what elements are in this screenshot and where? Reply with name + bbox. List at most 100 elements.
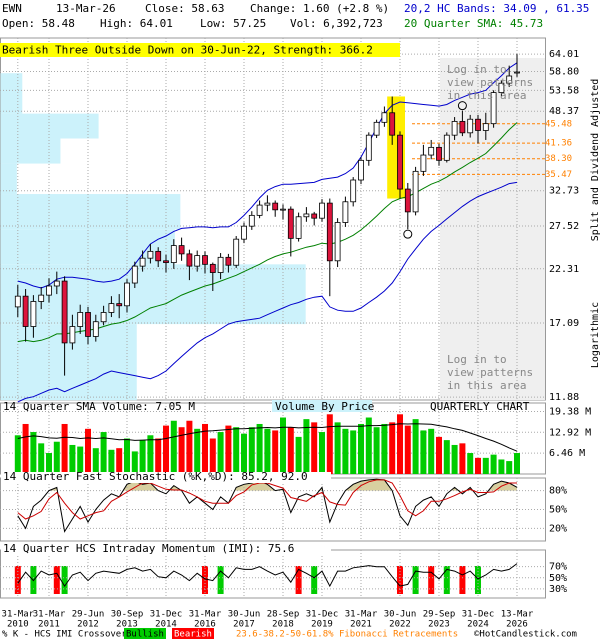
volume-bar	[170, 420, 177, 474]
candle-body	[389, 112, 396, 136]
candle-body	[38, 294, 45, 302]
candle-body	[412, 170, 419, 213]
volume-bar	[30, 432, 37, 474]
x-tick-label: 31-Mar	[189, 610, 222, 620]
candle-body	[124, 282, 130, 307]
volume-bar	[389, 422, 396, 474]
volume-bar	[381, 423, 388, 474]
x-tick-label: 2018	[272, 620, 294, 630]
candle-body	[451, 121, 458, 136]
candle-body	[100, 312, 107, 323]
candle-body	[272, 202, 279, 211]
volume-bar	[326, 414, 333, 474]
bearish-swatch	[172, 628, 214, 639]
volume-bar	[69, 444, 76, 474]
volume: Vol: 6,392,723	[290, 17, 383, 30]
candle-body	[14, 295, 21, 308]
candle-body	[108, 303, 115, 313]
candle-body	[490, 92, 497, 125]
candle-body	[506, 75, 513, 84]
patterns-notice: in this area	[447, 379, 526, 392]
candle-body	[350, 179, 357, 203]
x-tick-label: 30-Jun	[384, 610, 417, 620]
patterns-notice: view patterns	[447, 366, 533, 379]
crossover-bar	[412, 566, 419, 594]
candle-body	[334, 222, 341, 262]
volume-bar	[77, 446, 84, 474]
volume-bar	[342, 428, 349, 474]
candle-body	[22, 295, 29, 327]
candle-body	[443, 134, 450, 161]
volume-bar	[264, 428, 271, 474]
candle-body	[365, 134, 372, 161]
volume-bar	[475, 457, 481, 474]
marker	[403, 229, 413, 239]
indicator-line	[17, 478, 518, 533]
x-tick-label: 2021	[350, 620, 372, 630]
candle-body	[280, 208, 286, 211]
y-tick-label: 20%	[549, 523, 567, 534]
volume-bar	[225, 425, 232, 474]
y-tick-label: 32.73	[549, 186, 579, 197]
candle-body	[241, 225, 247, 240]
volume-by-price-bar	[0, 163, 17, 195]
volume-bar	[311, 422, 318, 474]
volume-bar	[124, 438, 130, 474]
crossover-bar	[295, 566, 302, 594]
candle-body	[373, 121, 380, 136]
volume-bar	[46, 453, 52, 474]
y-tick-label: 27.52	[549, 221, 579, 232]
x-tick-label: 2014	[155, 620, 177, 630]
candle-body	[170, 245, 177, 263]
y-tick-label: 53.58	[549, 85, 579, 96]
panel-title: 14 Quarter Fast Stochastic (%K,%D): 85.2…	[3, 470, 308, 483]
fibonacci-label: 23.6-38.2-50-61.8% Fibonacci Retracement…	[236, 630, 458, 640]
volume-bar	[397, 414, 403, 474]
candle-body	[358, 159, 364, 181]
patterns-notice: view patterns	[447, 76, 533, 89]
candle-body	[326, 202, 333, 262]
symbol: EWN	[2, 2, 22, 15]
open: Open: 58.48	[2, 17, 75, 30]
volume-bar	[139, 440, 146, 474]
candle-body	[186, 253, 193, 267]
bullish-swatch	[124, 628, 166, 639]
x-tick-label: 28-Sep	[267, 610, 300, 620]
side-note: Split and Dividend Adjusted	[590, 79, 600, 242]
candle-body	[342, 201, 349, 223]
candle-body	[467, 118, 474, 134]
x-tick-label: 2011	[38, 620, 60, 630]
volume-bar	[100, 432, 107, 474]
title-bg	[1, 472, 331, 483]
candle-body	[475, 118, 481, 131]
fibonacci-label: 38.30	[545, 154, 572, 164]
volume-bar	[319, 432, 325, 474]
x-tick-label: 2013	[116, 620, 138, 630]
crossover-bar	[61, 566, 68, 594]
volume-bar	[147, 435, 154, 474]
volume-bar	[295, 436, 302, 474]
volume-by-price-bar	[0, 113, 99, 139]
x-tick-label: 29-Jun	[72, 610, 105, 620]
volume-bar	[459, 443, 466, 474]
overlay-line	[17, 62, 518, 289]
fibonacci-label: 45.48	[545, 119, 572, 129]
volume-bar	[92, 448, 99, 474]
volume-bar	[280, 417, 286, 474]
volume-bar	[350, 430, 357, 474]
indicator-line	[17, 563, 518, 588]
panel-title: 14 Quarter HCS Intraday Momentum (IMI): …	[3, 542, 294, 555]
volume-bar	[498, 459, 505, 474]
volume-bar	[373, 427, 380, 474]
candle-body	[256, 204, 263, 216]
overlay-line	[17, 122, 518, 343]
candle-body	[428, 146, 435, 156]
fibonacci-label: 41.36	[545, 139, 572, 149]
volume-bar	[209, 438, 216, 474]
x-tick-label: 31-Dec	[462, 610, 495, 620]
volume-bar	[358, 423, 364, 474]
x-tick-label: 30-Sep	[111, 610, 144, 620]
volume-bar	[428, 428, 435, 474]
candle-body	[147, 250, 154, 259]
volume-bar	[53, 441, 60, 474]
